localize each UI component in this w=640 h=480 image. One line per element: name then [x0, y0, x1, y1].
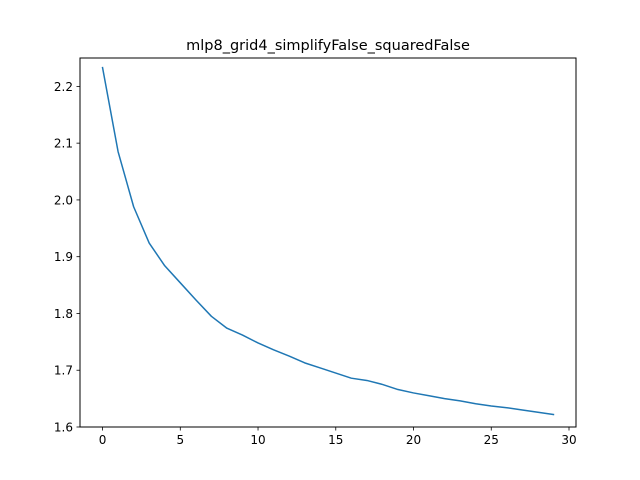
series-line-loss	[101, 66, 555, 416]
y-tick-label: 1.9	[54, 250, 73, 264]
x-tick-label: 0	[99, 433, 107, 447]
x-tick-label: 20	[406, 433, 421, 447]
y-tick-label: 2.2	[54, 80, 73, 94]
x-tick-label: 5	[176, 433, 184, 447]
y-tick-label: 1.7	[54, 364, 73, 378]
x-tick-label: 15	[328, 433, 343, 447]
y-tick-label: 1.8	[54, 307, 73, 321]
x-tick-label: 30	[561, 433, 576, 447]
x-tick-label: 10	[250, 433, 265, 447]
chart-title: mlp8_grid4_simplifyFalse_squaredFalse	[186, 38, 470, 54]
plot-area: 0 5 10 15 20 25 30 1.6 1.7 1.8 1.9 2.0 2.1 2.2	[54, 57, 577, 447]
axes-frame	[79, 57, 577, 428]
y-tick-label: 2.1	[54, 137, 73, 151]
x-tick-label: 25	[484, 433, 499, 447]
y-tick-label: 1.6	[54, 421, 73, 435]
y-tick-label: 2.0	[54, 193, 73, 207]
